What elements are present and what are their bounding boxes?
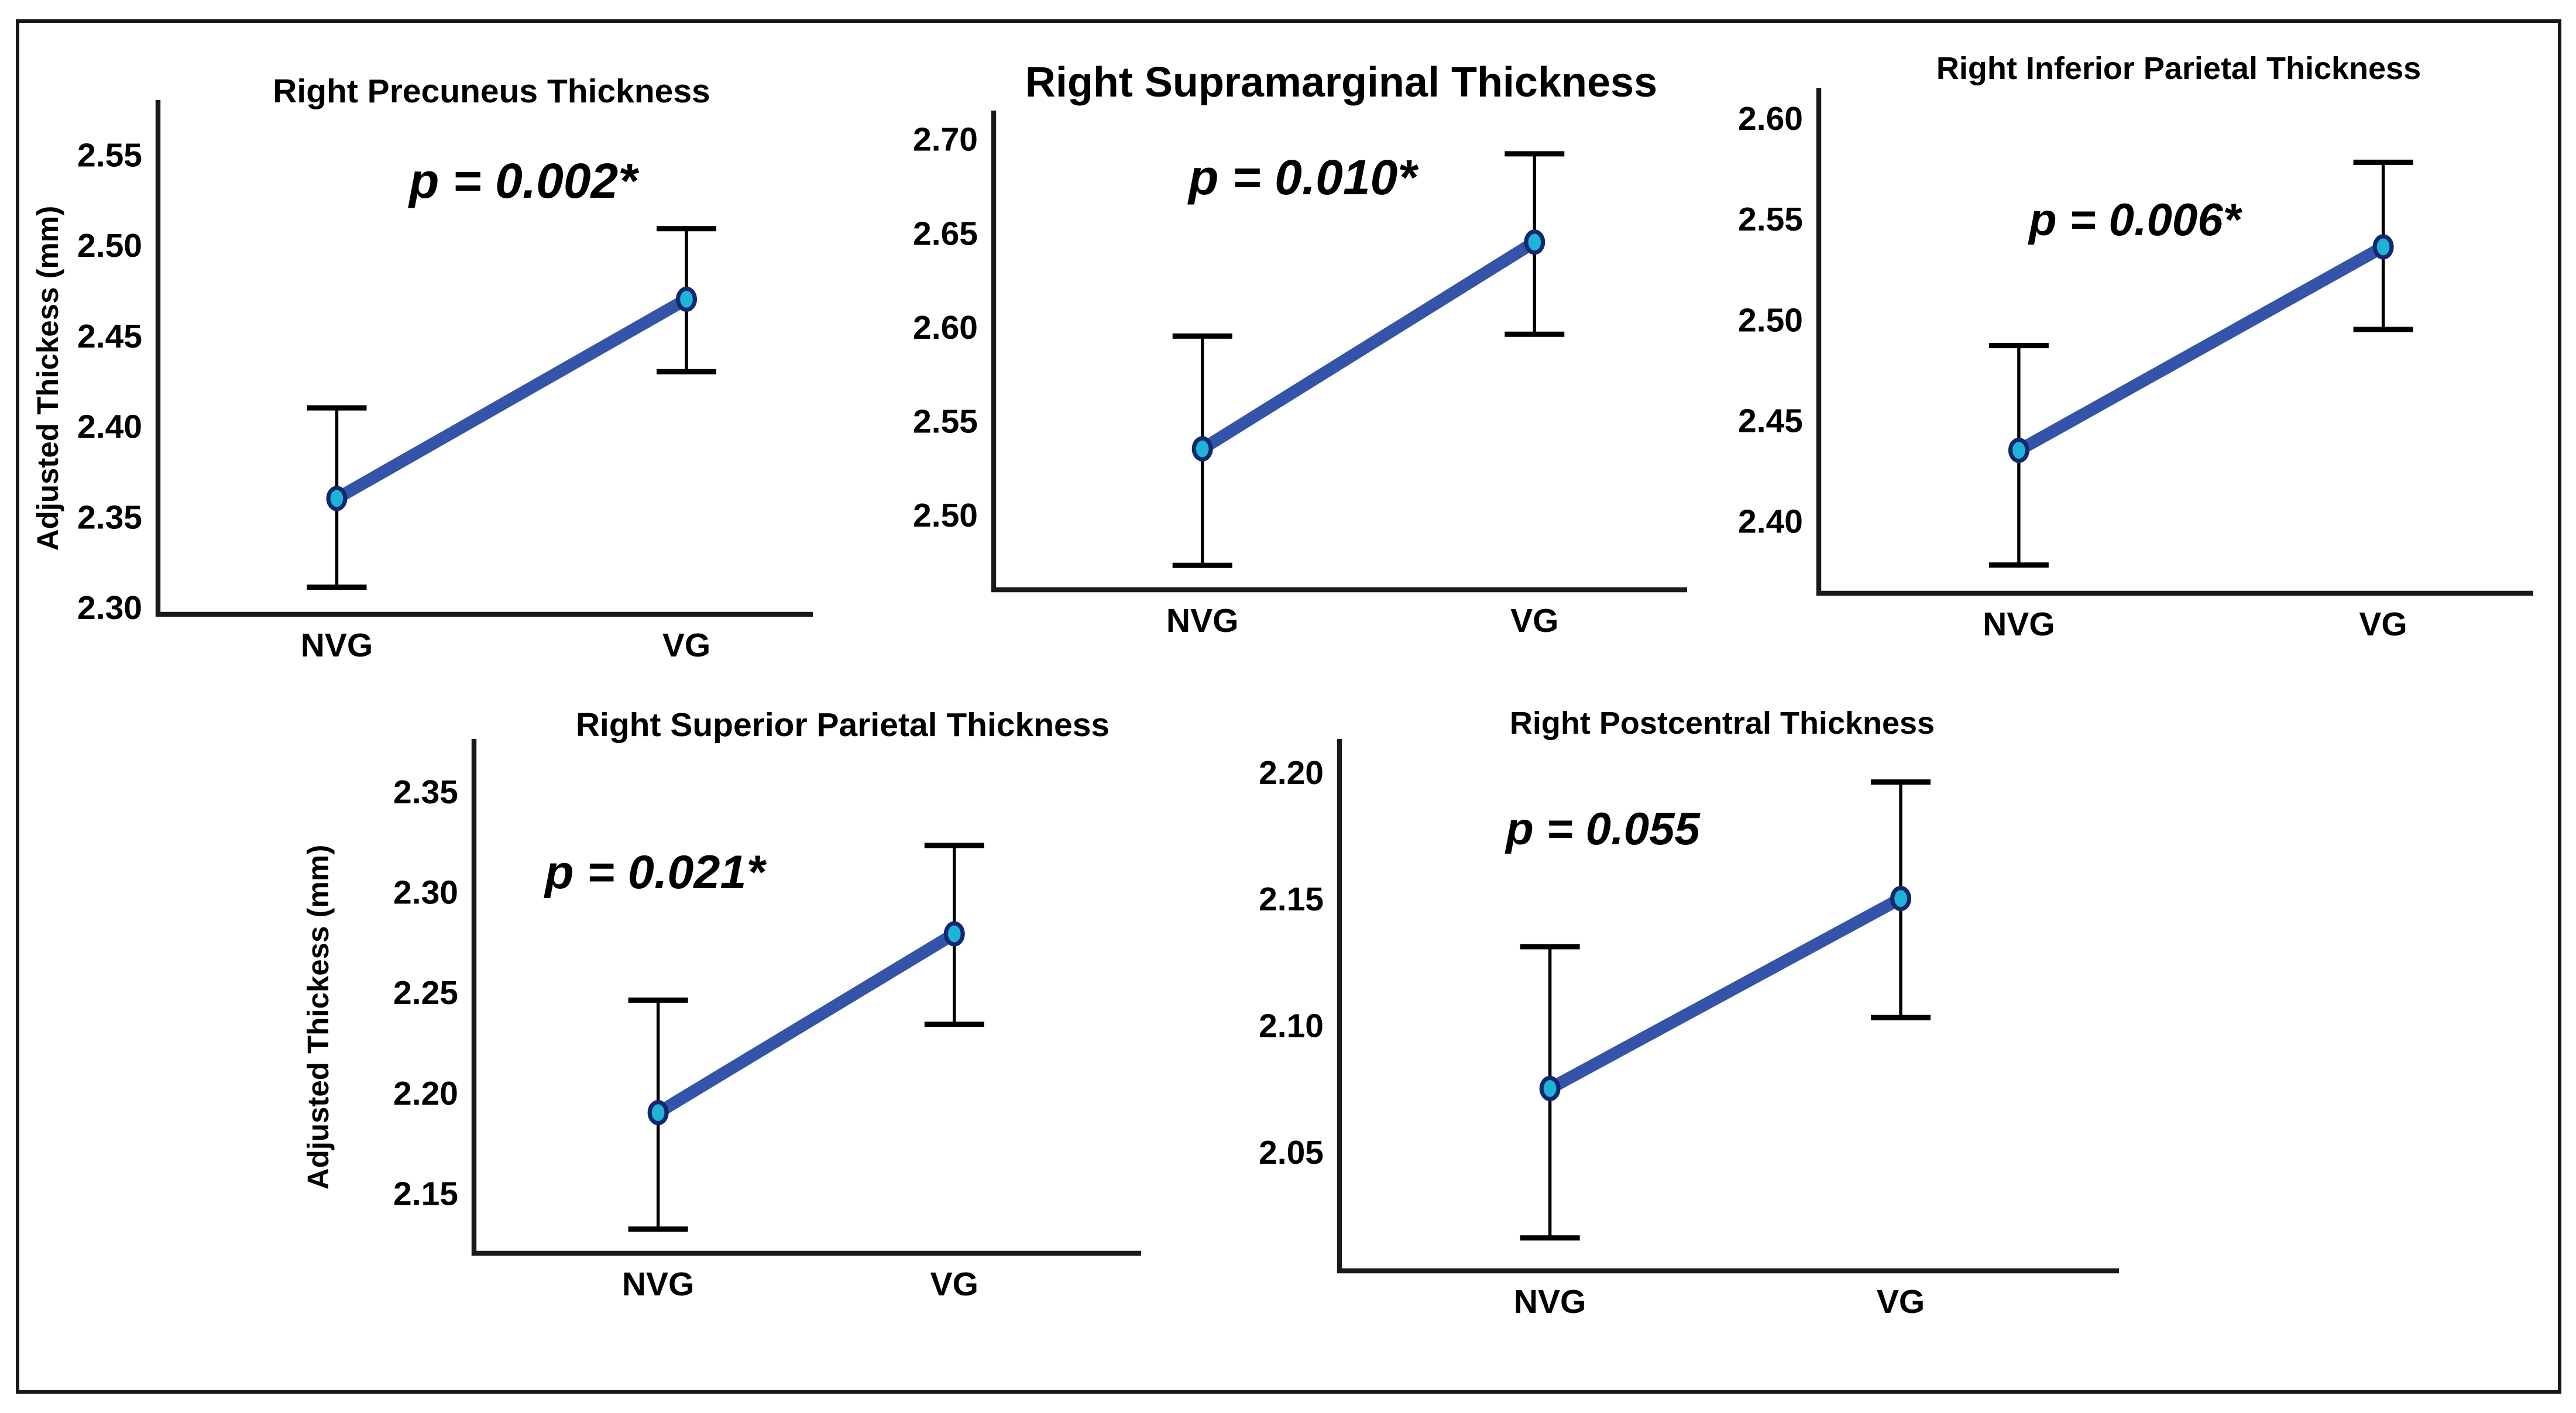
data-point-marker — [1524, 229, 1545, 255]
y-tick-label: 2.60 — [913, 309, 978, 346]
trend-line — [2015, 241, 2386, 456]
data-point-marker — [1191, 436, 1213, 462]
axis-lines — [1337, 739, 2119, 1274]
chart-panel-2: 2.50 2.55 2.60 2.65 2.70 NVG VG Right Supramarg… — [848, 35, 1698, 685]
y-tick-label: 2.10 — [1259, 1008, 1324, 1045]
p-value-label: p = 0.055 — [1505, 803, 1701, 854]
data-point-marker — [326, 486, 348, 511]
y-tick-label: 2.05 — [1259, 1134, 1324, 1171]
p-value-label: p = 0.010* — [1187, 150, 1418, 205]
x-category-label: NVG — [1983, 606, 2055, 643]
x-category-label: VG — [2359, 606, 2407, 643]
y-tick-label: 2.60 — [1738, 100, 1803, 137]
data-point-marker — [1539, 1075, 1561, 1101]
y-tick-label: 2.50 — [1738, 301, 1803, 339]
y-tick-label: 2.40 — [1738, 503, 1803, 541]
x-category-label: VG — [1877, 1283, 1925, 1321]
x-category-label: NVG — [622, 1266, 695, 1303]
x-category-label: NVG — [1514, 1283, 1586, 1321]
axis-lines — [991, 111, 1687, 593]
y-tick-label: 2.70 — [913, 121, 978, 159]
y-tick-label: 2.65 — [913, 215, 978, 252]
chart-title: Right Superior Parietal Thickness — [576, 706, 1110, 744]
chart-svg-1: 2.30 2.35 2.40 2.45 2.50 2.55 Adjusted Thickes… — [31, 73, 813, 664]
y-tick-label: 2.45 — [77, 318, 142, 355]
y-tick-label: 2.30 — [77, 589, 142, 627]
x-category-label: NVG — [301, 627, 373, 664]
p-value-label: p = 0.021* — [544, 846, 767, 899]
y-tick-label: 2.50 — [913, 497, 978, 534]
data-point-marker — [943, 921, 965, 947]
data-point-marker — [1890, 886, 1912, 912]
chart-svg-4: 2.15 2.20 2.25 2.30 2.35 Adjusted Thickess (m… — [301, 706, 1141, 1303]
y-tick-label: 2.20 — [393, 1075, 458, 1112]
y-tick-label: 2.35 — [393, 773, 458, 811]
chart-panel-5: 2.05 2.10 2.15 2.20 NVG VG Right Postcentral T… — [1181, 697, 2130, 1334]
chart-title: Right Precuneus Thickness — [273, 73, 710, 110]
x-category-label: VG — [930, 1266, 978, 1303]
y-tick-label: 2.20 — [1259, 754, 1324, 792]
y-tick-label: 2.15 — [393, 1175, 458, 1212]
chart-panel-4: 2.15 2.20 2.25 2.30 2.35 Adjusted Thickess (m… — [281, 697, 1159, 1334]
chart-svg-2: 2.50 2.55 2.60 2.65 2.70 NVG VG Right Supramarg… — [913, 59, 1687, 640]
trend-line — [655, 929, 958, 1118]
chart-panel-1: 2.30 2.35 2.40 2.45 2.50 2.55 Adjusted Thickes… — [31, 53, 820, 672]
chart-svg-5: 2.05 2.10 2.15 2.20 NVG VG Right Postcentral T… — [1259, 706, 2119, 1321]
y-axis-title: Adjusted Thickess (mm) — [301, 845, 335, 1189]
axis-lines — [155, 100, 813, 617]
y-tick-label: 2.55 — [77, 136, 142, 174]
y-tick-label: 2.55 — [913, 403, 978, 440]
chart-title: Right Inferior Parietal Thickness — [1936, 51, 2421, 86]
data-point-marker — [676, 286, 698, 312]
chart-title: Right Postcentral Thickness — [1510, 706, 1935, 741]
trend-line — [1199, 236, 1538, 455]
y-tick-label: 2.40 — [77, 408, 142, 446]
p-value-label: p = 0.002* — [408, 153, 639, 208]
y-tick-label: 2.35 — [77, 498, 142, 536]
data-point-marker — [2008, 438, 2029, 463]
chart-title: Right Supramarginal Thickness — [1025, 59, 1657, 106]
y-tick-label: 2.30 — [393, 874, 458, 911]
data-point-marker — [2372, 234, 2394, 260]
figure-border — [15, 19, 2561, 1394]
y-axis-title: Adjusted Thickess (mm) — [31, 206, 64, 551]
y-tick-label: 2.50 — [77, 227, 142, 264]
x-category-label: NVG — [1166, 602, 1239, 640]
data-point-marker — [647, 1100, 669, 1126]
y-tick-label: 2.45 — [1738, 402, 1803, 439]
axis-lines — [1816, 88, 2533, 596]
x-category-label: VG — [1510, 602, 1558, 640]
p-value-label: p = 0.006* — [2028, 194, 2243, 245]
y-tick-label: 2.25 — [393, 974, 458, 1012]
trend-line — [1547, 893, 1904, 1094]
y-tick-label: 2.15 — [1259, 881, 1324, 918]
chart-svg-3: 2.40 2.45 2.50 2.55 2.60 NVG VG Right Inferior … — [1738, 51, 2533, 643]
y-tick-label: 2.55 — [1738, 201, 1803, 238]
x-category-label: VG — [662, 627, 710, 664]
axis-lines — [471, 739, 1141, 1256]
trend-line — [334, 294, 690, 504]
chart-panel-3: 2.40 2.45 2.50 2.55 2.60 NVG VG Right Inferior … — [1738, 35, 2568, 679]
